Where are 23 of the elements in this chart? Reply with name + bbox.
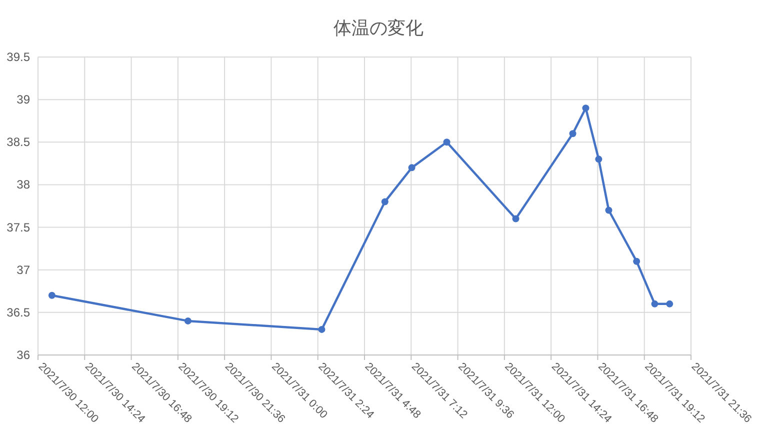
point [595, 156, 602, 163]
point [605, 206, 612, 214]
point [408, 164, 416, 172]
point [582, 104, 590, 112]
point [381, 198, 388, 206]
y-tick-label: 38.5 [6, 135, 30, 150]
y-tick-label: 36.5 [6, 305, 30, 320]
y-tick-label: 39 [16, 92, 30, 107]
y-tick-label: 38 [16, 178, 30, 192]
point [569, 130, 576, 138]
point [633, 258, 640, 265]
point [318, 326, 326, 333]
point [48, 292, 56, 299]
point [666, 300, 674, 308]
point [512, 215, 520, 222]
point [651, 300, 658, 308]
point [184, 317, 192, 324]
y-tick-label: 39.5 [6, 50, 30, 64]
y-tick-label: 37.5 [6, 220, 30, 234]
y-tick-label: 36 [16, 348, 30, 362]
point [443, 138, 450, 146]
y-tick-label: 37 [16, 262, 30, 277]
chart-title: 体温の変化 [334, 18, 424, 38]
